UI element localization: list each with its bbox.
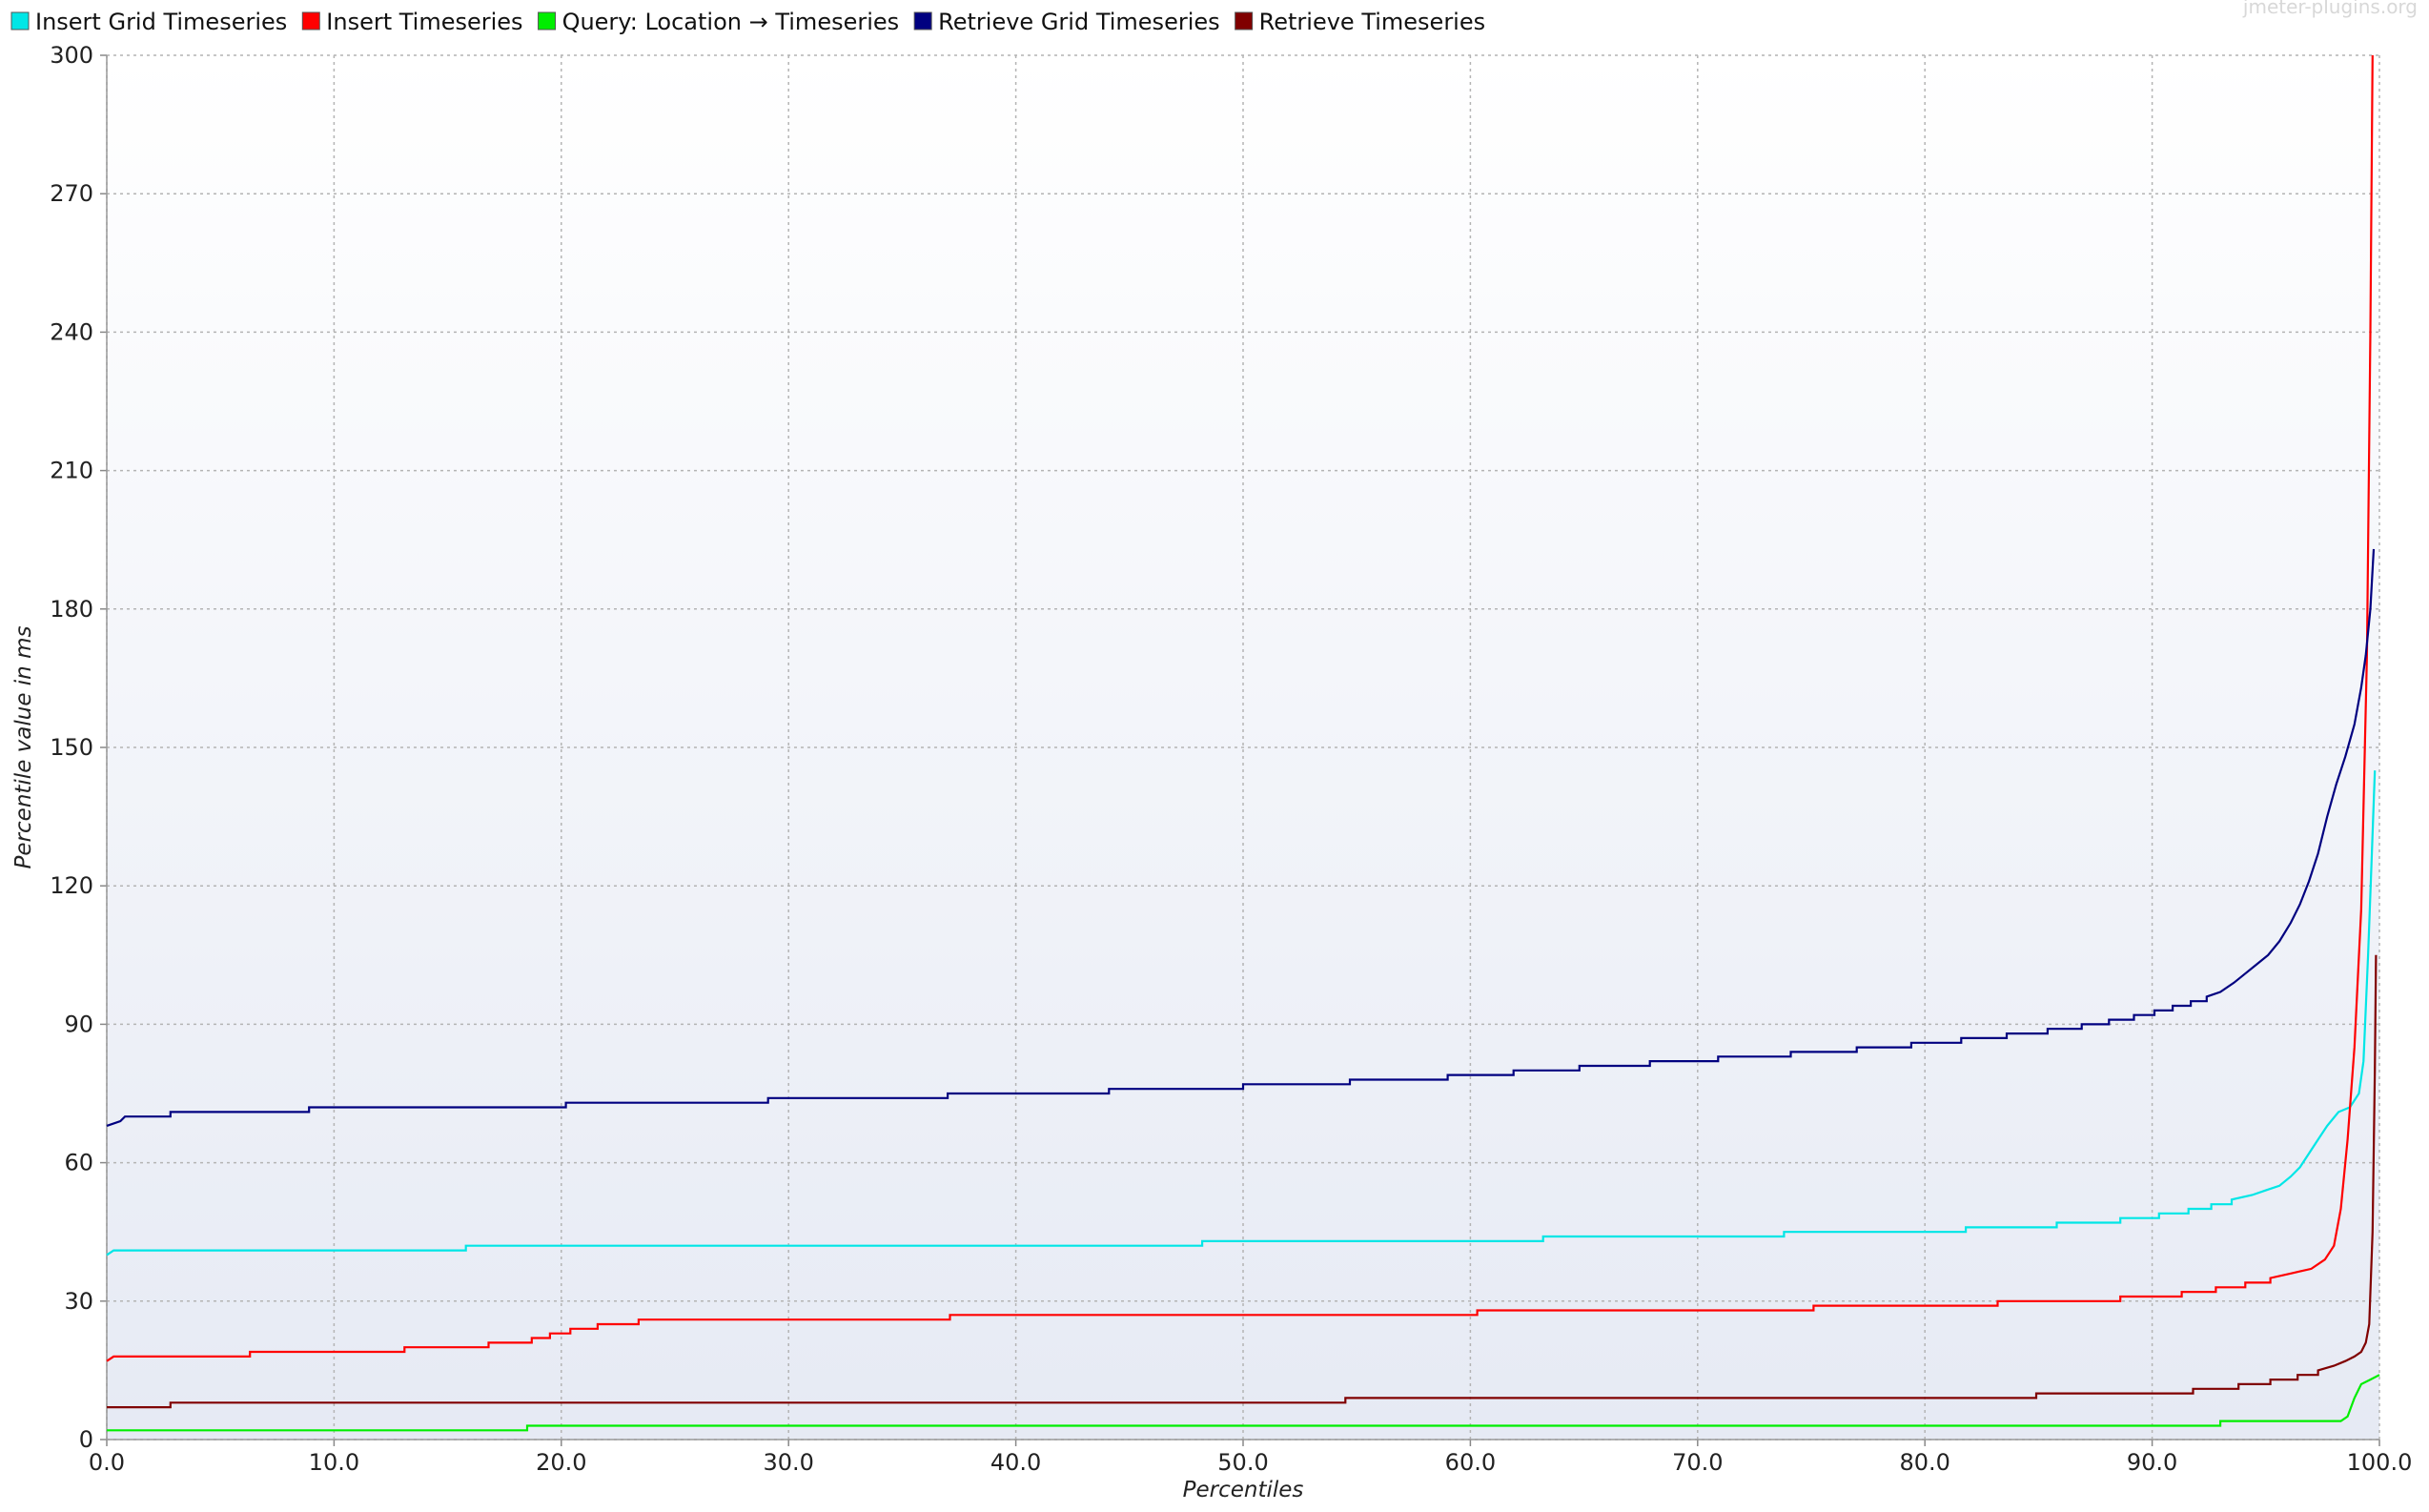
legend-swatch [913, 11, 932, 31]
legend-label: Retrieve Grid Timeseries [938, 9, 1219, 35]
legend-label: Insert Timeseries [326, 9, 522, 35]
x-tick-label: 80.0 [1899, 1449, 1949, 1476]
legend: Insert Grid Timeseries Insert Timeseries Q… [10, 9, 1485, 35]
y-tick-label: 240 [50, 318, 93, 345]
x-tick-label: 40.0 [990, 1449, 1041, 1476]
legend-swatch [10, 11, 30, 31]
y-tick-label: 270 [50, 180, 93, 207]
y-tick-label: 300 [50, 42, 93, 69]
y-tick-label: 150 [50, 734, 93, 761]
y-tick-label: 210 [50, 458, 93, 484]
legend-item: Retrieve Timeseries [1235, 9, 1485, 35]
y-tick-label: 60 [64, 1150, 93, 1176]
y-tick-label: 90 [64, 1011, 93, 1037]
x-tick-label: 30.0 [763, 1449, 813, 1476]
x-tick-label: 0.0 [89, 1449, 125, 1476]
legend-label: Retrieve Timeseries [1259, 9, 1485, 35]
x-tick-label: 90.0 [2127, 1449, 2177, 1476]
y-tick-label: 180 [50, 596, 93, 623]
legend-label: Insert Grid Timeseries [35, 9, 287, 35]
legend-item: Query: Location → Timeseries [538, 9, 900, 35]
x-tick-label: 70.0 [1672, 1449, 1723, 1476]
y-tick-label: 0 [79, 1426, 93, 1453]
series-line-0 [106, 770, 2377, 1257]
legend-swatch [538, 11, 557, 31]
x-tick-label: 100.0 [2347, 1449, 2413, 1476]
legend-swatch [1235, 11, 1254, 31]
tick-labels: 0.0 10.0 20.0 30.0 40.0 50.0 60.0 70.0 80.0 90.0 1… [50, 42, 2412, 1476]
x-tick-label: 50.0 [1217, 1449, 1268, 1476]
legend-item: Insert Timeseries [301, 9, 523, 35]
y-axis-label: Percentile value in ms [11, 626, 36, 869]
x-tick-label: 60.0 [1445, 1449, 1496, 1476]
x-axis-label: Percentiles [1183, 1478, 1304, 1502]
series-line-4 [107, 954, 2378, 1409]
watermark: jmeter-plugins.org [2242, 0, 2418, 18]
y-tick-label: 120 [50, 872, 93, 899]
series-line-1 [106, 54, 2374, 1362]
legend-swatch [301, 11, 320, 31]
legend-item: Retrieve Grid Timeseries [913, 9, 1220, 35]
x-tick-label: 20.0 [536, 1449, 586, 1476]
y-tick-label: 30 [64, 1288, 93, 1315]
series-line-2 [107, 1374, 2380, 1432]
axes [100, 54, 2380, 1446]
series-line-3 [106, 548, 2376, 1127]
x-tick-label: 10.0 [309, 1449, 359, 1476]
legend-item: Insert Grid Timeseries [10, 9, 287, 35]
series-lines [106, 54, 2380, 1432]
legend-label: Query: Location → Timeseries [562, 9, 900, 35]
